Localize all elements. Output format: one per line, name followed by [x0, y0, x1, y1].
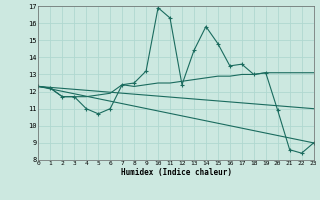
X-axis label: Humidex (Indice chaleur): Humidex (Indice chaleur) — [121, 168, 231, 177]
